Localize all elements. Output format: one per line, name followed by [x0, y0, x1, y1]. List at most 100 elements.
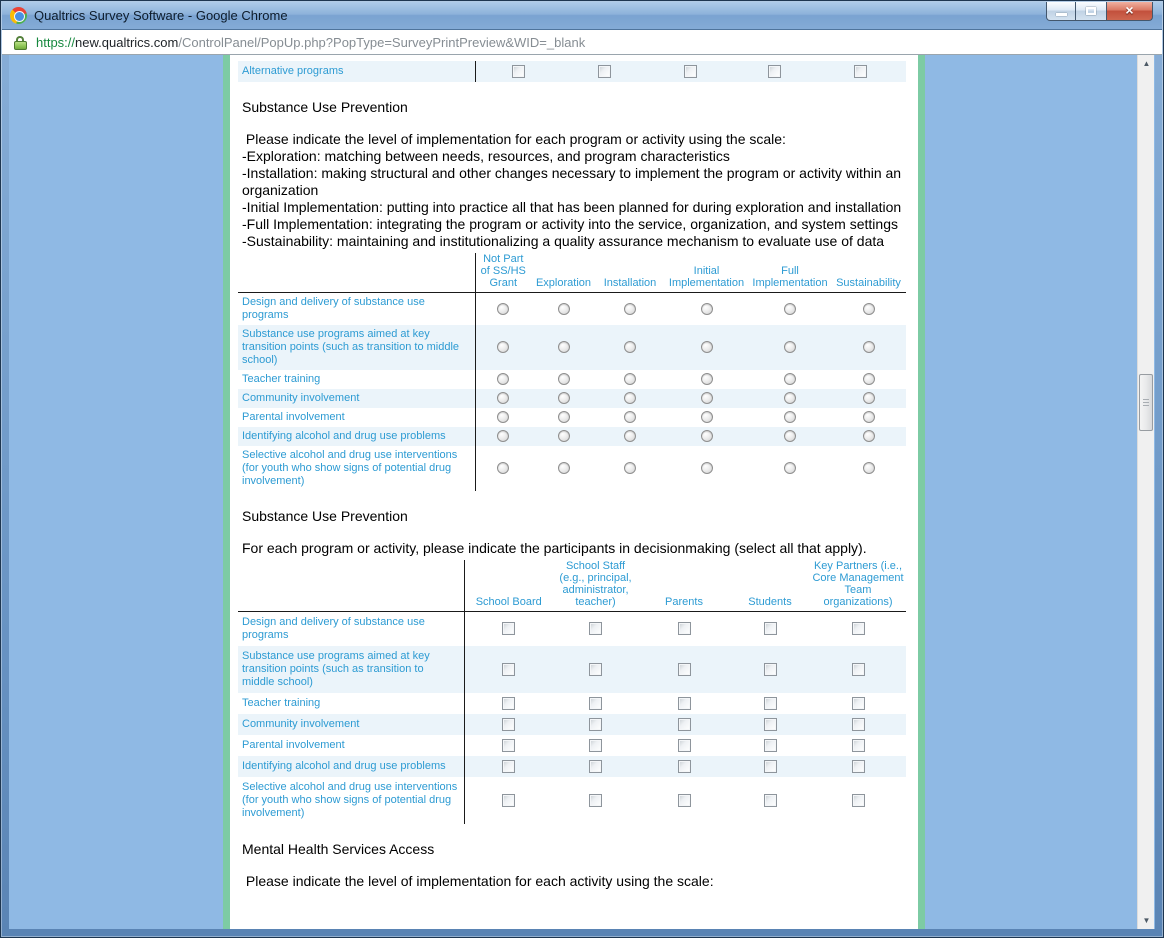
radio-button[interactable]	[557, 392, 570, 405]
radio-button[interactable]	[862, 430, 875, 443]
checkbox[interactable]	[851, 717, 865, 731]
radio-button[interactable]	[497, 392, 510, 405]
radio-button[interactable]	[624, 411, 636, 424]
radio-button[interactable]	[784, 430, 796, 443]
checkbox[interactable]	[677, 662, 691, 676]
radio-button[interactable]	[784, 411, 796, 424]
matrix-row: Identifying alcohol and drug use problem…	[238, 427, 906, 446]
checkbox[interactable]	[511, 64, 525, 78]
radio-button[interactable]	[700, 462, 713, 475]
radio-button[interactable]	[700, 411, 713, 424]
checkbox[interactable]	[677, 793, 691, 807]
scroll-up-button[interactable]: ▲	[1142, 59, 1151, 68]
radio-button[interactable]	[557, 430, 570, 443]
radio-button[interactable]	[700, 302, 713, 315]
url-text: https://new.qualtrics.com/ControlPanel/P…	[36, 35, 585, 50]
radio-button[interactable]	[557, 302, 570, 315]
radio-button[interactable]	[624, 430, 636, 443]
radio-button[interactable]	[557, 373, 570, 386]
radio-button[interactable]	[557, 341, 570, 354]
checkbox[interactable]	[502, 622, 516, 636]
radio-button[interactable]	[497, 430, 510, 443]
checkbox[interactable]	[767, 64, 781, 78]
checkbox[interactable]	[589, 696, 602, 710]
checkbox[interactable]	[502, 738, 516, 752]
radio-button[interactable]	[784, 462, 796, 475]
checkbox[interactable]	[677, 696, 691, 710]
checkbox[interactable]	[851, 662, 865, 676]
checkbox[interactable]	[851, 738, 865, 752]
checkbox-cell	[730, 777, 810, 824]
checkbox[interactable]	[589, 759, 602, 773]
checkbox[interactable]	[677, 717, 691, 731]
scroll-down-button[interactable]: ▼	[1142, 916, 1151, 925]
radio-cell	[596, 408, 664, 427]
checkbox[interactable]	[597, 64, 611, 78]
radio-button[interactable]	[700, 392, 713, 405]
checkbox[interactable]	[851, 793, 865, 807]
checkbox[interactable]	[677, 759, 691, 773]
radio-button[interactable]	[624, 302, 636, 315]
radio-button[interactable]	[784, 341, 796, 354]
radio-button[interactable]	[862, 411, 875, 424]
lock-icon[interactable]	[14, 36, 27, 50]
checkbox[interactable]	[589, 738, 602, 752]
matrix-row: Substance use programs aimed at key tran…	[238, 646, 906, 693]
scrollbar[interactable]: ▲ ▼	[1137, 55, 1154, 929]
checkbox[interactable]	[763, 696, 777, 710]
maximize-button[interactable]	[1076, 2, 1107, 21]
radio-button[interactable]	[862, 341, 875, 354]
radio-button[interactable]	[624, 392, 636, 405]
radio-button[interactable]	[624, 462, 636, 475]
radio-button[interactable]	[497, 302, 510, 315]
checkbox[interactable]	[502, 717, 516, 731]
radio-button[interactable]	[784, 302, 796, 315]
radio-button[interactable]	[862, 462, 875, 475]
checkbox[interactable]	[502, 793, 516, 807]
radio-button[interactable]	[557, 462, 570, 475]
checkbox-cell	[553, 756, 638, 777]
window-title: Qualtrics Survey Software - Google Chrom…	[34, 8, 288, 23]
checkbox[interactable]	[763, 793, 777, 807]
checkbox[interactable]	[589, 662, 602, 676]
radio-button[interactable]	[497, 462, 510, 475]
radio-button[interactable]	[557, 411, 570, 424]
checkbox[interactable]	[851, 696, 865, 710]
radio-button[interactable]	[624, 341, 636, 354]
checkbox[interactable]	[502, 759, 516, 773]
radio-button[interactable]	[862, 373, 875, 386]
radio-button[interactable]	[784, 373, 796, 386]
checkbox[interactable]	[589, 717, 602, 731]
checkbox[interactable]	[763, 759, 777, 773]
close-button[interactable]: ×	[1107, 2, 1153, 21]
radio-button[interactable]	[862, 302, 875, 315]
radio-button[interactable]	[624, 373, 636, 386]
radio-button[interactable]	[497, 373, 510, 386]
checkbox[interactable]	[763, 738, 777, 752]
radio-button[interactable]	[862, 392, 875, 405]
checkbox[interactable]	[763, 662, 777, 676]
minimize-button[interactable]	[1046, 2, 1076, 21]
radio-button[interactable]	[497, 341, 510, 354]
checkbox[interactable]	[683, 64, 697, 78]
checkbox[interactable]	[851, 759, 865, 773]
checkbox[interactable]	[763, 622, 777, 636]
radio-button[interactable]	[700, 341, 713, 354]
checkbox[interactable]	[677, 738, 691, 752]
checkbox[interactable]	[589, 793, 602, 807]
scroll-thumb[interactable]	[1139, 374, 1153, 431]
checkbox-cell	[638, 714, 730, 735]
radio-button[interactable]	[700, 373, 713, 386]
checkbox[interactable]	[677, 622, 691, 636]
checkbox[interactable]	[763, 717, 777, 731]
radio-button[interactable]	[784, 392, 796, 405]
section-heading: Substance Use Prevention	[242, 508, 408, 524]
checkbox[interactable]	[502, 662, 516, 676]
radio-button[interactable]	[497, 411, 510, 424]
checkbox[interactable]	[589, 622, 602, 636]
checkbox[interactable]	[854, 64, 867, 78]
address-bar[interactable]: https://new.qualtrics.com/ControlPanel/P…	[2, 29, 1162, 55]
checkbox[interactable]	[502, 696, 516, 710]
radio-button[interactable]	[700, 430, 713, 443]
checkbox[interactable]	[851, 622, 865, 636]
